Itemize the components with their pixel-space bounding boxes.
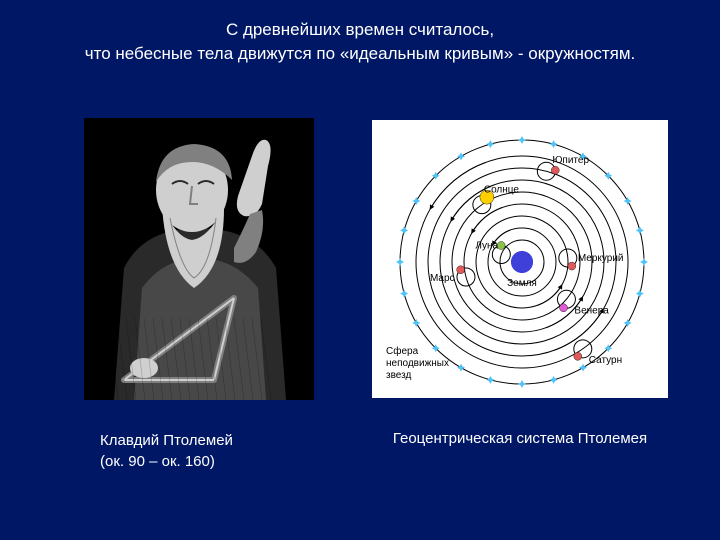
svg-text:Солнце: Солнце [484,185,520,196]
diagram-caption: Геоцентрическая система Птолемея [372,430,668,447]
slide-title: С древнейших времен считалось, что небес… [0,18,720,66]
portrait-caption: Клавдий Птолемей (ок. 90 – ок. 160) [100,430,320,472]
svg-text:Луна: Луна [475,240,498,251]
svg-text:Юпитер: Юпитер [552,155,589,166]
caption-right-text: Геоцентрическая система Птолемея [393,430,647,447]
caption-dates: (ок. 90 – ок. 160) [100,453,215,470]
svg-text:звезд: звезд [386,370,411,381]
svg-text:Сатурн: Сатурн [589,355,622,366]
caption-name: Клавдий Птолемей [100,432,233,449]
svg-text:Марс: Марс [430,273,455,284]
svg-text:Сфера: Сфера [386,345,419,357]
svg-text:Меркурий: Меркурий [578,253,624,264]
slide: С древнейших времен считалось, что небес… [0,0,720,540]
svg-text:Венера: Венера [574,305,609,316]
svg-text:неподвижных: неподвижных [386,358,449,369]
geocentric-diagram: Земля Луна Меркурий Венера Солнце Марс Юпитер С… [372,120,668,398]
title-line2: что небесные тела движутся по «идеальным… [85,44,636,63]
svg-text:Земля: Земля [507,278,537,289]
title-line1: С древнейших времен считалось, [226,20,494,39]
ptolemy-portrait [84,118,314,400]
